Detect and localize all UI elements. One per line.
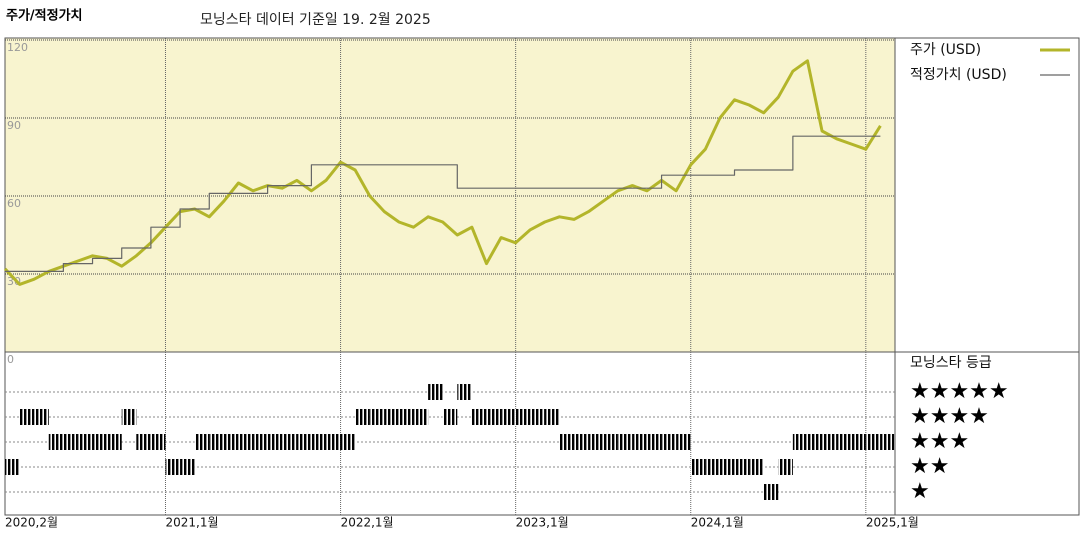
rating-bar xyxy=(209,434,224,450)
rating-bar xyxy=(719,459,735,475)
rating-bar xyxy=(544,409,560,425)
rating-bar xyxy=(617,434,633,450)
rating-label: ★★★ xyxy=(910,429,969,454)
rating-bar xyxy=(238,434,254,450)
y-tick-label: 120 xyxy=(7,41,28,54)
rating-bar xyxy=(121,409,137,425)
rating-bar xyxy=(136,434,151,450)
rating-bar xyxy=(194,434,210,450)
rating-bar xyxy=(165,459,181,475)
x-tick-label: 2022,1월 xyxy=(341,516,394,530)
legend-label: 적정가치 (USD) xyxy=(910,67,1007,83)
rating-bar xyxy=(530,409,545,425)
series-line xyxy=(5,135,881,272)
rating-bar xyxy=(34,409,49,425)
rating-bar xyxy=(282,434,297,450)
x-tick-label: 2024,1월 xyxy=(691,516,744,530)
rating-bar xyxy=(369,409,385,425)
x-tick-label: 2020,2월 xyxy=(5,516,58,530)
rating-bar xyxy=(428,384,443,400)
rating-bar xyxy=(398,409,414,425)
rating-label: ★★ xyxy=(910,454,949,479)
rating-bar xyxy=(632,434,647,450)
rating-bar xyxy=(63,434,78,450)
rating-bar xyxy=(807,434,823,450)
rating-bar xyxy=(705,459,720,475)
rating-bar xyxy=(880,434,895,450)
rating-bar xyxy=(763,484,779,500)
rating-bar xyxy=(180,459,195,475)
rating-bar xyxy=(865,434,881,450)
rating-label: ★★★★★ xyxy=(910,379,1009,404)
legend-label: 주가 (USD) xyxy=(910,42,981,58)
rating-bar xyxy=(48,434,64,450)
rating-bar xyxy=(384,409,399,425)
rating-bar xyxy=(150,434,166,450)
rating-bar xyxy=(340,434,356,450)
plot-background xyxy=(5,38,895,352)
rating-bar xyxy=(646,434,662,450)
rating-bar xyxy=(778,459,793,475)
rating-bar xyxy=(5,459,20,475)
rating-bar xyxy=(325,434,341,450)
rating-bar xyxy=(355,409,370,425)
rating-bar xyxy=(457,384,472,400)
rating-bar xyxy=(92,434,108,450)
y-tick-label: 60 xyxy=(7,197,21,210)
rating-bar xyxy=(851,434,866,450)
rating-bar xyxy=(486,409,502,425)
rating-bar xyxy=(223,434,239,450)
rating-bar xyxy=(107,434,122,450)
y-tick-label: 30 xyxy=(7,275,21,288)
rating-bar xyxy=(559,434,575,450)
frame xyxy=(4,37,1080,516)
rating-bar xyxy=(734,459,750,475)
rating-title: 모닝스타 등급 xyxy=(910,355,992,371)
x-tick-label: 2023,1월 xyxy=(516,516,569,530)
chart-title: 주가/적정가치 xyxy=(6,8,83,24)
rating-bar xyxy=(690,459,706,475)
rating-bar xyxy=(19,409,35,425)
rating-bar xyxy=(676,434,691,450)
rating-bar xyxy=(413,409,429,425)
rating-label: ★ xyxy=(910,479,930,504)
rating-bar xyxy=(253,434,268,450)
rating-bar xyxy=(792,434,808,450)
rating-bar xyxy=(749,459,764,475)
rating-bar xyxy=(603,434,618,450)
rating-bar xyxy=(77,434,93,450)
rating-bar xyxy=(515,409,531,425)
rating-label: ★★★★ xyxy=(910,404,989,429)
x-tick-label: 2021,1월 xyxy=(165,516,218,530)
rating-bar xyxy=(442,409,458,425)
rating-bar xyxy=(661,434,677,450)
y-tick-label: 90 xyxy=(7,119,21,132)
rating-bar xyxy=(296,434,312,450)
rating-bar xyxy=(836,434,852,450)
rating-bar xyxy=(822,434,837,450)
chart-subtitle: 모닝스타 데이터 기준일 19. 2월 2025 xyxy=(200,12,431,28)
rating-bar xyxy=(471,409,487,425)
y-tick-label: 0 xyxy=(7,353,14,366)
rating-bar xyxy=(267,434,283,450)
rating-bar xyxy=(501,409,516,425)
x-tick-label: 2025,1월 xyxy=(866,516,919,530)
rating-bar xyxy=(574,434,589,450)
rating-bar xyxy=(588,434,604,450)
rating-bar xyxy=(311,434,326,450)
